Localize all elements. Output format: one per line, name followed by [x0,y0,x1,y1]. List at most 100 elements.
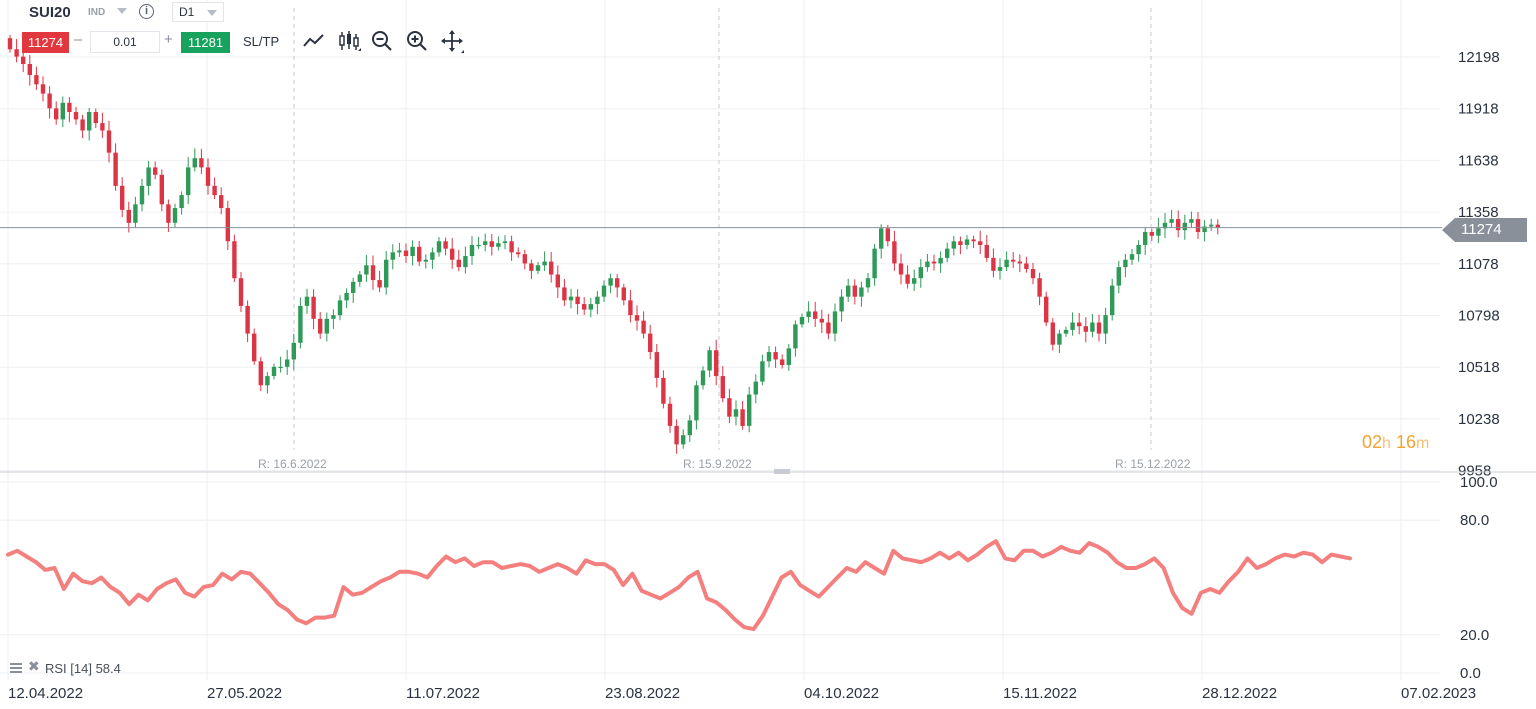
candle-body [984,244,989,258]
timeframe-value: D1 [179,5,195,19]
candle-body [456,259,461,268]
candle-body [384,259,389,288]
candle-body [687,420,692,436]
x-tick-label: 23.08.2022 [605,685,680,702]
candle-body [1123,259,1128,268]
candle-body [1004,259,1009,268]
candle-body [582,304,587,310]
symbol-title[interactable]: SUI20 [29,4,71,21]
price-tick-label: 11078 [1458,256,1499,273]
candle-body [760,361,765,382]
candle-body [120,185,125,210]
candle-body [529,263,534,271]
zoom-in-icon[interactable] [405,29,429,53]
sell-button[interactable]: 11274 [22,32,69,53]
candle-body [47,93,52,109]
candle-body [1030,268,1036,279]
candle-body [397,250,402,253]
price-tick-label: 11918 [1458,101,1499,118]
candle-body [892,241,897,264]
candle-body [331,315,336,319]
candle-body [865,278,871,288]
candle-body [964,239,970,245]
candle-body [997,267,1003,271]
candle-body [285,359,290,367]
crosshair-move-icon[interactable] [440,29,464,53]
sltp-button[interactable]: SL/TP [243,34,280,49]
candle-body [562,287,567,301]
price-tick-label: 10238 [1458,411,1500,428]
timeframe-dropdown-icon[interactable] [207,10,217,16]
candlestick-icon[interactable] [337,29,361,53]
candle-body [991,257,996,271]
candle-body [370,265,376,281]
candle-body [766,352,772,362]
candle-body [159,174,164,205]
candle-body [67,102,72,113]
info-icon[interactable]: i [139,4,154,19]
candle-body [885,228,890,242]
quantity-decrease-button[interactable]: – [74,31,83,48]
pane-resize-handle [774,469,790,474]
candle-body [740,409,745,426]
quantity-input[interactable]: 0.01 [90,31,160,53]
zoom-out-icon[interactable] [370,29,394,53]
candle-body [733,409,739,417]
candle-body [126,209,131,223]
candle-body [931,261,937,264]
candle-body [1156,228,1161,236]
candle-body [364,265,369,275]
candle-body [34,75,39,85]
line-chart-icon[interactable] [302,29,326,53]
candle-body [87,112,92,131]
grid [0,0,1440,680]
candle-body [1195,219,1201,233]
candle-body [476,244,481,247]
candle-body [714,350,719,377]
indicator-settings-icon[interactable] [10,662,22,674]
timeframe-select[interactable]: D1 [172,2,224,22]
candle-body [153,167,158,175]
indicator-close-icon[interactable]: ✖ [28,658,40,674]
timer-hours: 02 [1362,432,1383,452]
candle-body [265,376,270,386]
candle-body [806,311,811,317]
candle-body [694,385,699,421]
candle-body [568,296,574,301]
rsi-tick-label: 100.0 [1460,474,1498,491]
candle-body [489,241,494,247]
candle-body [601,285,607,297]
candle-body [496,243,501,247]
candle-body [516,252,521,255]
candle-body [839,296,844,312]
candle-body [100,123,105,131]
candle-body [139,185,145,205]
candle-body [608,278,613,286]
candle-body [1090,322,1095,332]
candle-body [54,108,59,120]
candle-body [27,64,32,76]
candle-body [555,274,560,288]
candle-body [575,296,580,305]
candle-body [73,112,79,120]
price-tick-label: 10518 [1458,359,1500,376]
candle-body [846,285,851,297]
candle-body [813,311,818,319]
candle-body [1070,322,1075,330]
market-badge: IND [88,7,106,18]
candle-body [1215,224,1220,228]
buy-button[interactable]: 11281 [181,32,230,53]
market-dropdown-icon[interactable] [117,8,127,14]
candle-body [780,359,785,365]
candle-body [232,241,237,279]
candle-body [225,208,230,242]
candle-body [113,152,118,186]
candle-body [1037,278,1042,297]
candle-body [1050,322,1055,345]
candle-body [1011,259,1016,262]
candle-body [661,377,666,404]
quantity-increase-button[interactable]: + [164,31,173,48]
candle-body [549,261,554,275]
candle-body [60,102,65,120]
